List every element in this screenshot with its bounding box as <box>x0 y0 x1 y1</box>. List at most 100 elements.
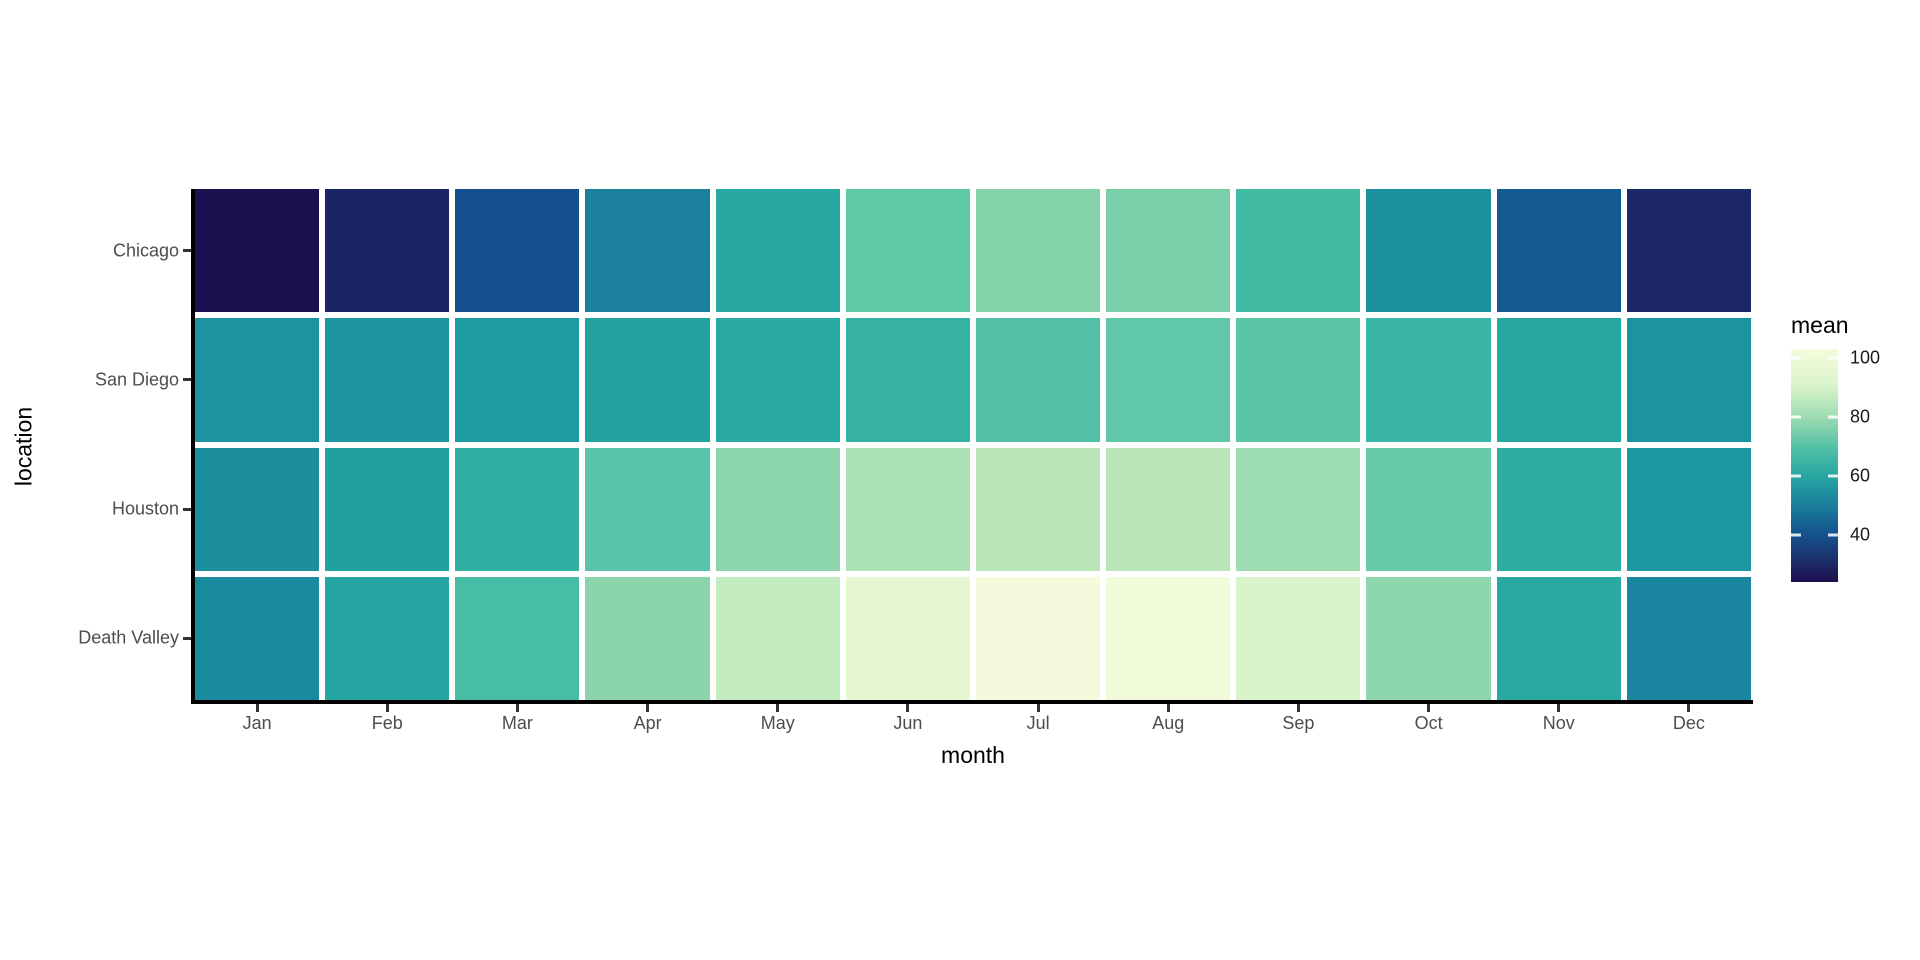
x-tick-jul <box>1036 704 1040 712</box>
heatmap-cell-chicago-sep <box>1236 189 1361 313</box>
legend-tick-right-100 <box>1828 356 1838 360</box>
x-tick-oct <box>1427 704 1431 712</box>
x-tick-label-nov: Nov <box>1542 713 1575 733</box>
y-axis-title: location <box>10 406 37 487</box>
x-tick-label-apr: Apr <box>633 713 662 733</box>
legend-tick-left-100 <box>1791 356 1801 360</box>
x-tick-apr <box>646 704 650 712</box>
x-tick-may <box>776 704 780 712</box>
y-tick-san-diego <box>183 378 191 382</box>
x-tick-nov <box>1557 704 1561 712</box>
heatmap-cell-san-diego-sep <box>1236 318 1361 442</box>
x-tick-label-jan: Jan <box>242 713 272 733</box>
heatmap-cell-san-diego-may <box>715 318 840 442</box>
heatmap-cell-chicago-aug <box>1106 189 1231 313</box>
legend-colorbar <box>1791 349 1838 582</box>
x-tick-label-jun: Jun <box>893 713 923 733</box>
heatmap-cell-chicago-apr <box>585 189 710 313</box>
heatmap-cell-chicago-may <box>715 189 840 313</box>
heatmap-cell-houston-apr <box>585 447 710 571</box>
heatmap-cell-houston-feb <box>325 447 450 571</box>
heatmap-cell-houston-sep <box>1236 447 1361 571</box>
heatmap-cell-death-valley-jul <box>975 576 1101 700</box>
heatmap-cell-san-diego-jun <box>845 318 970 442</box>
heatmap-cell-houston-may <box>715 447 840 571</box>
heatmap-cell-death-valley-feb <box>325 576 450 700</box>
x-tick-jun <box>906 704 910 712</box>
x-axis-line <box>191 700 1753 704</box>
legend-tick-right-40 <box>1828 533 1838 537</box>
legend-label-80: 80 <box>1850 406 1871 427</box>
heatmap-cell-chicago-feb <box>325 189 450 313</box>
heatmap-cell-death-valley-apr <box>585 576 710 700</box>
legend-tick-right-80 <box>1828 415 1838 419</box>
heatmap-cell-san-diego-nov <box>1496 318 1621 442</box>
heatmap-cell-houston-jan <box>195 447 320 571</box>
heatmap-cell-san-diego-jan <box>195 318 320 442</box>
x-tick-mar <box>515 704 519 712</box>
heatmap-cell-chicago-jan <box>195 189 320 313</box>
heatmap-cell-death-valley-dec <box>1626 576 1751 700</box>
heatmap-cell-chicago-jun <box>845 189 970 313</box>
legend-label-60: 60 <box>1850 465 1871 486</box>
heatmap-cell-death-valley-jan <box>195 576 320 700</box>
y-tick-houston <box>183 507 191 511</box>
heatmap-cell-chicago-dec <box>1626 189 1751 313</box>
heatmap-cell-death-valley-aug <box>1106 576 1231 700</box>
y-tick-chicago <box>183 249 191 253</box>
heatmap-cell-san-diego-apr <box>585 318 710 442</box>
y-tick-label-san-diego: San Diego <box>94 369 179 390</box>
x-tick-label-feb: Feb <box>371 713 403 733</box>
heatmap-grid <box>195 189 1751 700</box>
heatmap-cell-death-valley-nov <box>1496 576 1621 700</box>
heatmap-cell-chicago-oct <box>1366 189 1491 313</box>
x-tick-jan <box>255 704 259 712</box>
x-tick-label-oct: Oct <box>1414 713 1443 733</box>
legend-tick-left-80 <box>1791 415 1801 419</box>
heatmap-cell-death-valley-may <box>715 576 840 700</box>
heatmap-cell-houston-jun <box>845 447 970 571</box>
x-axis-title: month <box>941 742 1005 768</box>
heatmap-cell-houston-mar <box>455 447 580 571</box>
heatmap-cell-chicago-nov <box>1496 189 1621 313</box>
heatmap-cell-death-valley-mar <box>455 576 580 700</box>
legend-label-100: 100 <box>1850 347 1881 368</box>
x-tick-label-dec: Dec <box>1672 713 1705 733</box>
y-tick-death-valley <box>183 636 191 640</box>
x-tick-label-aug: Aug <box>1152 713 1185 733</box>
x-tick-sep <box>1296 704 1300 712</box>
heatmap-cell-houston-nov <box>1496 447 1621 571</box>
legend-tick-left-40 <box>1791 533 1801 537</box>
heatmap-cell-houston-aug <box>1106 447 1231 571</box>
y-axis-line <box>191 189 195 703</box>
y-tick-label-houston: Houston <box>111 498 179 519</box>
heatmap-cell-chicago-mar <box>455 189 580 313</box>
y-tick-label-death-valley: Death Valley <box>78 627 179 648</box>
heatmap-cell-san-diego-dec <box>1626 318 1751 442</box>
x-tick-dec <box>1687 704 1691 712</box>
legend-label-40: 40 <box>1850 524 1871 545</box>
heatmap-cell-san-diego-oct <box>1366 318 1491 442</box>
heatmap-cell-san-diego-jul <box>975 318 1101 442</box>
heatmap-cell-houston-dec <box>1626 447 1751 571</box>
heatmap-cell-san-diego-aug <box>1106 318 1231 442</box>
heatmap-cell-houston-jul <box>975 447 1101 571</box>
heatmap-cell-death-valley-sep <box>1236 576 1361 700</box>
heatmap-cell-death-valley-jun <box>845 576 970 700</box>
x-tick-label-sep: Sep <box>1282 713 1315 733</box>
heatmap-cell-chicago-jul <box>975 189 1101 313</box>
heatmap-cell-san-diego-mar <box>455 318 580 442</box>
heatmap-cell-death-valley-oct <box>1366 576 1491 700</box>
x-tick-label-may: May <box>760 713 795 733</box>
heatmap-cell-houston-oct <box>1366 447 1491 571</box>
x-tick-label-jul: Jul <box>1026 713 1050 733</box>
y-tick-label-chicago: Chicago <box>112 240 179 261</box>
legend-tick-left-60 <box>1791 474 1801 478</box>
x-tick-aug <box>1166 704 1170 712</box>
x-tick-label-mar: Mar <box>501 713 533 733</box>
heatmap-cell-san-diego-feb <box>325 318 450 442</box>
x-tick-feb <box>385 704 389 712</box>
legend-tick-right-60 <box>1828 474 1838 478</box>
legend-title: mean <box>1791 312 1849 338</box>
